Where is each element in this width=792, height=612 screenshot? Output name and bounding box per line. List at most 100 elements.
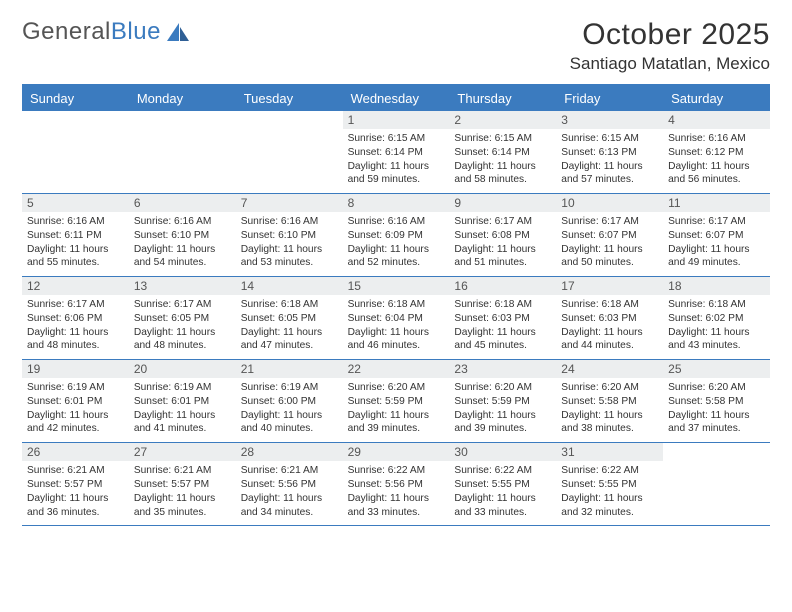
day-number: 13 <box>129 277 236 295</box>
day-header-tuesday: Tuesday <box>236 86 343 111</box>
day-cell: 15Sunrise: 6:18 AMSunset: 6:04 PMDayligh… <box>343 277 450 359</box>
day-number: 17 <box>556 277 663 295</box>
week-row: 5Sunrise: 6:16 AMSunset: 6:11 PMDaylight… <box>22 194 770 277</box>
day-number: 15 <box>343 277 450 295</box>
daylight-text: Daylight: 11 hours and 48 minutes. <box>27 326 124 354</box>
day-cell: 11Sunrise: 6:17 AMSunset: 6:07 PMDayligh… <box>663 194 770 276</box>
daylight-text: Daylight: 11 hours and 32 minutes. <box>561 492 658 520</box>
sunset-text: Sunset: 6:12 PM <box>668 146 765 160</box>
day-cell: 16Sunrise: 6:18 AMSunset: 6:03 PMDayligh… <box>449 277 556 359</box>
daylight-text: Daylight: 11 hours and 47 minutes. <box>241 326 338 354</box>
sunset-text: Sunset: 6:07 PM <box>668 229 765 243</box>
day-header-monday: Monday <box>129 86 236 111</box>
sunrise-text: Sunrise: 6:22 AM <box>348 464 445 478</box>
day-cell: 24 Sunrise: 6:20 AMSunset: 5:58 PMDayligh… <box>556 360 663 442</box>
sunset-text: Sunset: 6:05 PM <box>134 312 231 326</box>
daylight-text: Daylight: 11 hours and 59 minutes. <box>348 160 445 188</box>
day-cell: 8Sunrise: 6:16 AMSunset: 6:09 PMDaylight… <box>343 194 450 276</box>
logo-text-2: Blue <box>111 18 161 46</box>
day-cell: 18Sunrise: 6:18 AMSunset: 6:02 PMDayligh… <box>663 277 770 359</box>
day-info: Sunrise: 6:21 AMSunset: 5:57 PMDaylight:… <box>132 464 233 519</box>
day-number: 16 <box>449 277 556 295</box>
sunrise-text: Sunrise: 6:19 AM <box>27 381 124 395</box>
sunrise-text: Sunrise: 6:19 AM <box>241 381 338 395</box>
daylight-text: Daylight: 11 hours and 52 minutes. <box>348 243 445 271</box>
day-header-friday: Friday <box>556 86 663 111</box>
logo-text-1: General <box>22 18 111 46</box>
day-number: 31 <box>556 443 663 461</box>
day-number: 27 <box>129 443 236 461</box>
day-cell: 3 Sunrise: 6:15 AMSunset: 6:13 PMDaylight… <box>556 111 663 193</box>
day-header-thursday: Thursday <box>449 86 556 111</box>
day-number: 29 <box>343 443 450 461</box>
day-info: Sunrise: 6:20 AMSunset: 5:59 PMDaylight:… <box>346 381 447 436</box>
day-info: Sunrise: 6:21 AMSunset: 5:56 PMDaylight:… <box>239 464 340 519</box>
daylight-text: Daylight: 11 hours and 55 minutes. <box>27 243 124 271</box>
sunset-text: Sunset: 5:59 PM <box>348 395 445 409</box>
day-info: Sunrise: 6:17 AMSunset: 6:08 PMDaylight:… <box>452 215 553 270</box>
day-cell: . <box>663 443 770 525</box>
sunset-text: Sunset: 6:04 PM <box>348 312 445 326</box>
sunrise-text: Sunrise: 6:21 AM <box>241 464 338 478</box>
sunset-text: Sunset: 5:55 PM <box>561 478 658 492</box>
day-header-row: Sunday Monday Tuesday Wednesday Thursday… <box>22 86 770 111</box>
day-info: Sunrise: 6:19 AMSunset: 6:01 PMDaylight:… <box>132 381 233 436</box>
day-cell: 6Sunrise: 6:16 AMSunset: 6:10 PMDaylight… <box>129 194 236 276</box>
sunset-text: Sunset: 6:08 PM <box>454 229 551 243</box>
week-row: 12Sunrise: 6:17 AMSunset: 6:06 PMDayligh… <box>22 277 770 360</box>
sunrise-text: Sunrise: 6:20 AM <box>348 381 445 395</box>
day-cell: 27 Sunrise: 6:21 AMSunset: 5:57 PMDayligh… <box>129 443 236 525</box>
sunrise-text: Sunrise: 6:16 AM <box>348 215 445 229</box>
day-cell: 23Sunrise: 6:20 AMSunset: 5:59 PMDayligh… <box>449 360 556 442</box>
sunset-text: Sunset: 6:11 PM <box>27 229 124 243</box>
day-cell: 20 Sunrise: 6:19 AMSunset: 6:01 PMDayligh… <box>129 360 236 442</box>
daylight-text: Daylight: 11 hours and 45 minutes. <box>454 326 551 354</box>
daylight-text: Daylight: 11 hours and 41 minutes. <box>134 409 231 437</box>
day-number: 24 <box>556 360 663 378</box>
day-info: Sunrise: 6:20 AMSunset: 5:58 PMDaylight:… <box>559 381 660 436</box>
sunset-text: Sunset: 6:00 PM <box>241 395 338 409</box>
day-cell: 1Sunrise: 6:15 AMSunset: 6:14 PMDaylight… <box>343 111 450 193</box>
day-info: Sunrise: 6:21 AMSunset: 5:57 PMDaylight:… <box>25 464 126 519</box>
day-number: 2 <box>449 111 556 129</box>
sunset-text: Sunset: 6:06 PM <box>27 312 124 326</box>
sunset-text: Sunset: 5:59 PM <box>454 395 551 409</box>
daylight-text: Daylight: 11 hours and 34 minutes. <box>241 492 338 520</box>
day-cell: 17Sunrise: 6:18 AMSunset: 6:03 PMDayligh… <box>556 277 663 359</box>
day-info: Sunrise: 6:18 AMSunset: 6:05 PMDaylight:… <box>239 298 340 353</box>
day-info: Sunrise: 6:20 AMSunset: 5:59 PMDaylight:… <box>452 381 553 436</box>
logo: GeneralBlue <box>22 18 191 46</box>
day-number: 9 <box>449 194 556 212</box>
day-number: 11 <box>663 194 770 212</box>
daylight-text: Daylight: 11 hours and 54 minutes. <box>134 243 231 271</box>
day-info: Sunrise: 6:19 AMSunset: 6:00 PMDaylight:… <box>239 381 340 436</box>
sunrise-text: Sunrise: 6:18 AM <box>561 298 658 312</box>
daylight-text: Daylight: 11 hours and 42 minutes. <box>27 409 124 437</box>
sunrise-text: Sunrise: 6:21 AM <box>27 464 124 478</box>
sunset-text: Sunset: 5:57 PM <box>134 478 231 492</box>
day-info: Sunrise: 6:22 AMSunset: 5:55 PMDaylight:… <box>452 464 553 519</box>
sunrise-text: Sunrise: 6:16 AM <box>27 215 124 229</box>
day-number: 20 <box>129 360 236 378</box>
daylight-text: Daylight: 11 hours and 49 minutes. <box>668 243 765 271</box>
daylight-text: Daylight: 11 hours and 38 minutes. <box>561 409 658 437</box>
day-cell: 22Sunrise: 6:20 AMSunset: 5:59 PMDayligh… <box>343 360 450 442</box>
daylight-text: Daylight: 11 hours and 44 minutes. <box>561 326 658 354</box>
day-info: Sunrise: 6:16 AMSunset: 6:10 PMDaylight:… <box>239 215 340 270</box>
daylight-text: Daylight: 11 hours and 58 minutes. <box>454 160 551 188</box>
day-info: Sunrise: 6:19 AMSunset: 6:01 PMDaylight:… <box>25 381 126 436</box>
location: Santiago Matatlan, Mexico <box>570 54 770 74</box>
daylight-text: Daylight: 11 hours and 48 minutes. <box>134 326 231 354</box>
day-info: Sunrise: 6:15 AMSunset: 6:13 PMDaylight:… <box>559 132 660 187</box>
day-info: Sunrise: 6:18 AMSunset: 6:02 PMDaylight:… <box>666 298 767 353</box>
sunset-text: Sunset: 6:10 PM <box>134 229 231 243</box>
day-number: 3 <box>556 111 663 129</box>
day-cell: 13 Sunrise: 6:17 AMSunset: 6:05 PMDayligh… <box>129 277 236 359</box>
sunrise-text: Sunrise: 6:22 AM <box>561 464 658 478</box>
day-info: Sunrise: 6:16 AMSunset: 6:11 PMDaylight:… <box>25 215 126 270</box>
day-number: 6 <box>129 194 236 212</box>
day-number: 21 <box>236 360 343 378</box>
day-cell: . <box>236 111 343 193</box>
day-cell: 5Sunrise: 6:16 AMSunset: 6:11 PMDaylight… <box>22 194 129 276</box>
sunrise-text: Sunrise: 6:17 AM <box>134 298 231 312</box>
